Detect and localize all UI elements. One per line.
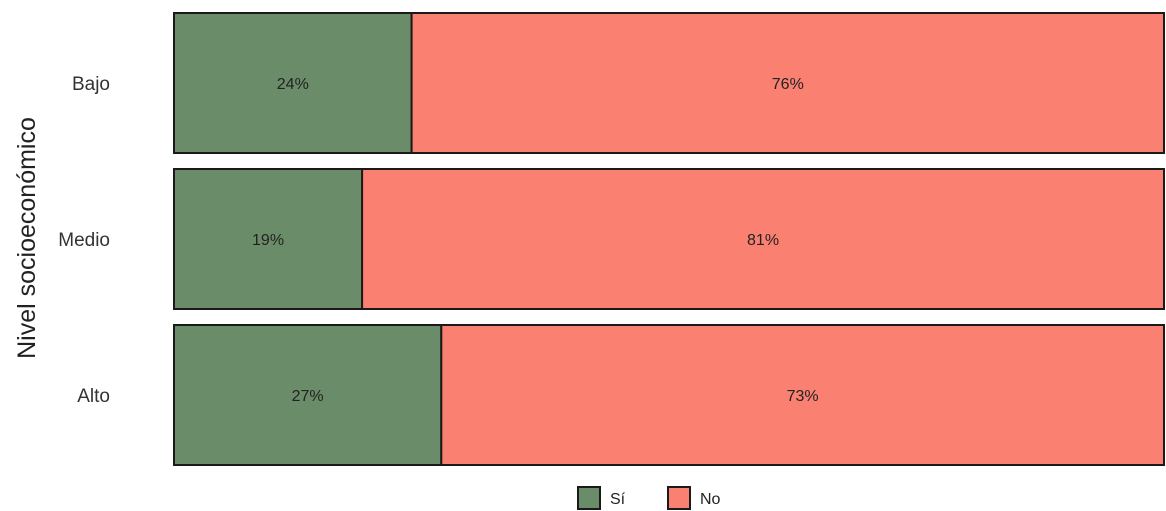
data-labels: 24% 76% 19% 81% 27% 73% xyxy=(252,76,819,405)
bar-alto-si xyxy=(173,324,443,466)
legend: Sí No xyxy=(577,486,721,510)
data-label-alto-no: 73% xyxy=(787,388,819,405)
category-label-bajo: Bajo xyxy=(72,74,110,95)
bars xyxy=(173,12,1166,466)
data-label-medio-si: 19% xyxy=(252,232,284,249)
data-label-medio-no: 81% xyxy=(747,232,779,249)
y-axis-title-group: Nivel socioeconómico xyxy=(13,117,41,359)
bar-medio-si xyxy=(173,168,364,310)
category-label-alto: Alto xyxy=(77,386,110,407)
bar-alto-no xyxy=(440,324,1165,466)
data-label-bajo-si: 24% xyxy=(277,76,309,93)
bar-bajo-no xyxy=(410,12,1166,154)
legend-swatch-no xyxy=(667,486,691,510)
y-axis-title: Nivel socioeconómico xyxy=(13,117,41,359)
category-labels: Bajo Medio Alto xyxy=(58,74,110,407)
bar-medio-no xyxy=(361,168,1166,310)
category-label-medio: Medio xyxy=(58,230,110,251)
data-label-alto-si: 27% xyxy=(292,388,324,405)
legend-label-no: No xyxy=(700,491,721,508)
legend-swatch-si xyxy=(577,486,601,510)
bar-bajo-si xyxy=(173,12,413,154)
legend-label-si: Sí xyxy=(610,491,626,508)
data-label-bajo-no: 76% xyxy=(772,76,804,93)
